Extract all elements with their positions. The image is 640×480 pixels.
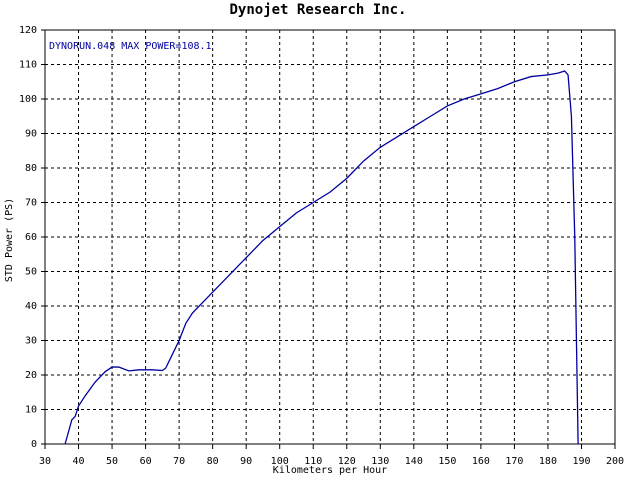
y-tick-label: 40 [25, 301, 37, 312]
y-tick-label: 100 [19, 94, 37, 105]
x-axis-label: Kilometers per Hour [273, 465, 387, 476]
x-tick-label: 150 [438, 456, 456, 467]
x-tick-label: 190 [572, 456, 590, 467]
y-tick-label: 80 [25, 163, 37, 174]
annotation: DYNORUN.048 MAX POWER=108.1 [49, 41, 212, 52]
x-tick-label: 130 [371, 456, 389, 467]
x-tick-label: 140 [405, 456, 423, 467]
x-tick-label: 30 [39, 456, 51, 467]
y-axis-label: STD Power (PS) [4, 198, 15, 282]
x-tick-label: 60 [140, 456, 152, 467]
y-tick-label: 0 [31, 439, 37, 450]
x-tick-label: 100 [271, 456, 289, 467]
y-tick-label: 110 [19, 60, 37, 71]
y-tick-label: 90 [25, 129, 37, 140]
y-tick-label: 50 [25, 267, 37, 278]
x-tick-label: 120 [338, 456, 356, 467]
y-tick-label: 120 [19, 25, 37, 36]
x-tick-label: 70 [173, 456, 185, 467]
y-tick-label: 10 [25, 405, 37, 416]
x-tick-label: 180 [539, 456, 557, 467]
x-tick-label: 200 [606, 456, 624, 467]
y-tick-label: 60 [25, 232, 37, 243]
y-tick-label: 30 [25, 336, 37, 347]
x-tick-label: 110 [304, 456, 322, 467]
x-tick-label: 80 [207, 456, 219, 467]
x-tick-label: 50 [106, 456, 118, 467]
chart-title: Dynojet Research Inc. [229, 2, 406, 18]
power-line [64, 70, 579, 445]
x-tick-label: 170 [505, 456, 523, 467]
y-tick-label: 70 [25, 198, 37, 209]
x-tick-label: 160 [472, 456, 490, 467]
y-tick-label: 20 [25, 370, 37, 381]
x-tick-label: 90 [240, 456, 252, 467]
x-tick-label: 40 [73, 456, 85, 467]
